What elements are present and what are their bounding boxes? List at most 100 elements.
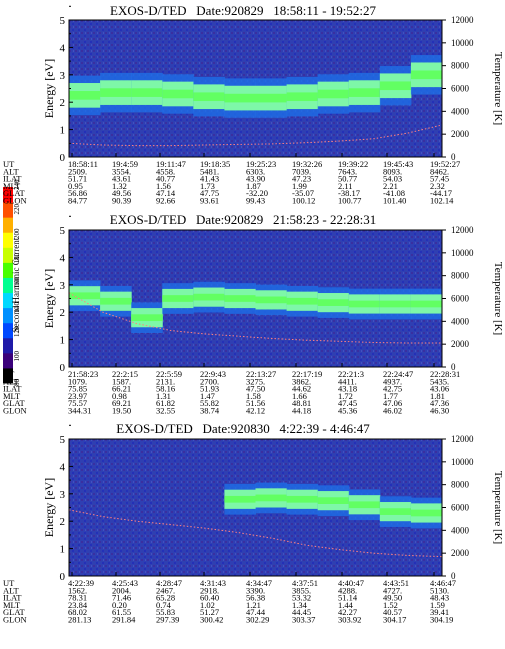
colorbar-swatch bbox=[3, 202, 13, 218]
row-value: 53.32 bbox=[292, 593, 311, 603]
row-value: 1.47 bbox=[200, 391, 215, 401]
band-core bbox=[317, 299, 350, 306]
y2-tick-label: 0 bbox=[451, 362, 456, 372]
row-value: 23.97 bbox=[68, 391, 87, 401]
y2-tick-label: 10000 bbox=[451, 248, 474, 258]
row-value: 18:58:11 bbox=[68, 159, 98, 169]
y2-tick-label: 8000 bbox=[451, 480, 470, 490]
y2-tick-label: 2000 bbox=[451, 548, 470, 558]
row-value: 22:9:43 bbox=[200, 369, 226, 379]
band-core bbox=[69, 292, 101, 300]
y2-tick-label: 0 bbox=[451, 571, 456, 581]
row-value: -35.07 bbox=[292, 188, 314, 198]
colorbar: 80 100 120 140 160 180 200 220 240 Second Harmon… bbox=[3, 179, 21, 386]
y-tick-label: 5 bbox=[60, 434, 66, 446]
row-value: 47.50 bbox=[246, 384, 265, 394]
colorbar-swatch bbox=[3, 292, 13, 309]
row-value: 93.61 bbox=[200, 196, 219, 206]
row-value: 4:46:47 bbox=[430, 578, 456, 588]
row-value: 7643. bbox=[338, 166, 357, 176]
row-value: 1.34 bbox=[292, 600, 308, 610]
row-value: 84.77 bbox=[68, 196, 87, 206]
row-value: 65.28 bbox=[156, 593, 175, 603]
row-label: GLAT bbox=[3, 188, 26, 198]
row-value: 4:43:51 bbox=[383, 578, 409, 588]
band-core bbox=[317, 89, 350, 99]
row-value: 55.83 bbox=[156, 607, 175, 617]
row-value: 44.18 bbox=[292, 406, 311, 416]
colorbar-swatch bbox=[3, 322, 13, 339]
y-tick-label: 5 bbox=[60, 225, 66, 237]
row-value: 0.20 bbox=[112, 600, 127, 610]
row-value: 56.86 bbox=[68, 188, 87, 198]
row-value: 22:21:3 bbox=[338, 369, 364, 379]
row-value: 4288. bbox=[338, 585, 357, 595]
band-core bbox=[379, 508, 412, 515]
row-value: 19:45:43 bbox=[383, 159, 413, 169]
row-value: 61.82 bbox=[156, 398, 175, 408]
row-value: 2509. bbox=[68, 166, 87, 176]
row-value: 75.57 bbox=[68, 398, 87, 408]
row-value: 32.55 bbox=[156, 406, 175, 416]
row-label: MLT bbox=[3, 600, 21, 610]
band-core bbox=[69, 91, 101, 100]
row-value: 43.90 bbox=[246, 174, 265, 184]
row-value: 3855. bbox=[292, 585, 311, 595]
row-value: 90.39 bbox=[112, 196, 131, 206]
row-label: ALT bbox=[3, 166, 20, 176]
row-value: -44.17 bbox=[430, 188, 452, 198]
row-label: UT bbox=[3, 159, 15, 169]
row-value: 51.71 bbox=[68, 174, 87, 184]
row-value: 4:37:51 bbox=[292, 578, 318, 588]
row-value: 19.50 bbox=[112, 406, 131, 416]
row-value: 1.87 bbox=[246, 181, 261, 191]
panel-3: EXOS-D/TED Date:920830 4:22:39 - 4:46:47… bbox=[3, 421, 504, 625]
row-value: 45.36 bbox=[338, 406, 357, 416]
row-value: 1079. bbox=[68, 376, 87, 386]
row-value: 4:31:43 bbox=[200, 578, 226, 588]
row-value: 304.17 bbox=[383, 615, 406, 625]
row-value: 48.81 bbox=[292, 398, 311, 408]
colorbar-swatch bbox=[3, 337, 13, 354]
row-value: 1.44 bbox=[338, 600, 354, 610]
row-value: 58.16 bbox=[156, 384, 175, 394]
row-value: 5435. bbox=[430, 376, 449, 386]
row-value: 66.21 bbox=[112, 384, 131, 394]
row-value: 39.41 bbox=[430, 607, 449, 617]
band-core bbox=[379, 81, 412, 91]
y2-axis-label: Temperature [K] bbox=[492, 52, 504, 125]
row-value: 344.31 bbox=[68, 406, 91, 416]
row-value: 0.95 bbox=[68, 181, 83, 191]
row-value: 47.06 bbox=[383, 398, 402, 408]
row-value: 303.92 bbox=[338, 615, 361, 625]
y-tick-label: 1 bbox=[60, 544, 66, 556]
row-value: 1.72 bbox=[338, 391, 353, 401]
y2-tick-label: 6000 bbox=[451, 294, 470, 304]
row-value: 4727. bbox=[383, 585, 402, 595]
row-value: 44.62 bbox=[292, 384, 311, 394]
row-value: 50.77 bbox=[338, 174, 357, 184]
y-tick-label: 3 bbox=[60, 489, 66, 501]
row-value: 4:34:47 bbox=[246, 578, 272, 588]
colorbar-label: Second Harmonic Current bbox=[11, 237, 21, 332]
row-value: 41.43 bbox=[200, 174, 219, 184]
row-value: 51.27 bbox=[200, 607, 219, 617]
band-core bbox=[410, 509, 443, 517]
band-core bbox=[131, 314, 163, 322]
y-tick-label: 0 bbox=[60, 152, 66, 164]
y2-tick-label: 10000 bbox=[451, 457, 474, 467]
row-value: 8093. bbox=[383, 166, 402, 176]
row-value: 5481. bbox=[200, 166, 219, 176]
row-value: 0.98 bbox=[112, 391, 127, 401]
band-core bbox=[100, 88, 132, 97]
row-value: 1.31 bbox=[156, 391, 171, 401]
row-label: GLON bbox=[3, 615, 27, 625]
y2-tick-label: 12000 bbox=[451, 15, 474, 25]
colorbar-tick-label: 140 bbox=[13, 302, 21, 313]
colorbar-swatch bbox=[3, 187, 13, 203]
row-value: 43.61 bbox=[112, 174, 131, 184]
row-value: 1.77 bbox=[383, 391, 398, 401]
y-tick-label: 2 bbox=[60, 97, 66, 109]
row-value: 42.27 bbox=[338, 607, 357, 617]
row-value: 46.02 bbox=[383, 406, 402, 416]
